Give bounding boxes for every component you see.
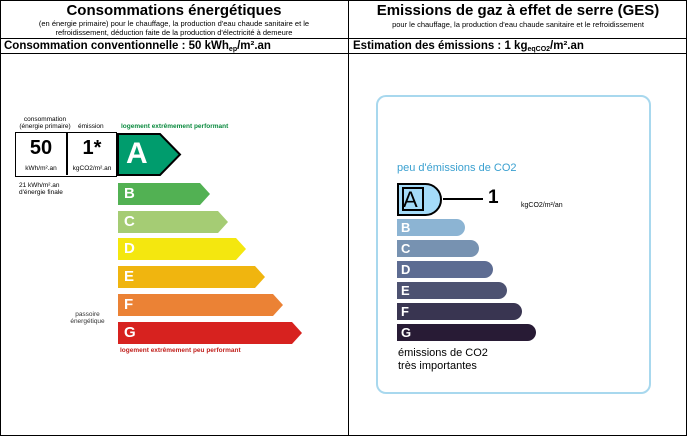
energy-subtitle-line-2: refroidissement, déduction faite de la p… <box>55 28 293 37</box>
energy-class-g-bar: G <box>118 322 302 344</box>
energy-class-b-bar: B <box>118 183 210 205</box>
energy-class-f-shape <box>118 294 283 316</box>
energy-summary-suffix: /m².an <box>237 40 271 52</box>
ges-class-c-bar: C <box>397 240 479 257</box>
energy-class-f-letter: F <box>124 296 134 313</box>
ges-summary-sub: eqCO2 <box>527 46 551 53</box>
divider-header <box>0 38 687 39</box>
energy-class-d-bar: D <box>118 238 246 260</box>
ges-title: Emissions de gaz à effet de serre (GES) <box>376 2 660 19</box>
final-energy-note: 21 kWh/m².an d'énergie finale <box>19 182 63 196</box>
col-consumption-line-2: (énergie primaire) <box>19 123 71 130</box>
energy-class-c-shape <box>118 211 228 233</box>
energy-summary-sub: ep <box>228 46 238 53</box>
col-consumption-label: consommation (énergie primaire) <box>15 116 75 130</box>
final-energy-line-1: 21 kWh/m².an <box>19 182 60 189</box>
ges-class-b-bar: B <box>397 219 465 236</box>
energy-subtitle-line-1: (en énergie primaire) pour le chauffage,… <box>38 19 310 28</box>
ges-value: 1 <box>488 187 499 208</box>
energy-class-d-letter: D <box>124 240 135 257</box>
ges-class-g-letter: G <box>401 325 412 340</box>
ges-subtitle: pour le chauffage, la production d'eau c… <box>392 20 644 29</box>
divider-summary <box>0 53 687 54</box>
sieve-label: passoire énergétique <box>60 311 115 325</box>
ges-class-d-bar: D <box>397 261 493 278</box>
energy-class-e-letter: E <box>124 268 135 285</box>
ges-class-c-letter: C <box>401 241 411 256</box>
ges-bottom-label: émissions de CO2 très importantes <box>398 347 488 373</box>
ges-class-f-bar: F <box>397 303 522 320</box>
energy-class-c-bar: C <box>118 211 228 233</box>
energy-class-d-shape <box>118 238 246 260</box>
consumption-value: 50 <box>29 137 53 159</box>
final-energy-line-2: d'énergie finale <box>19 189 63 196</box>
col-emission-label: émission <box>78 123 104 130</box>
energy-class-a-shape <box>117 133 182 176</box>
energy-class-c-letter: C <box>124 213 135 230</box>
ges-summary: Estimation des émissions : 1 kgeqCO2/m².… <box>349 39 687 53</box>
consumption-unit: kWh/m².an <box>25 165 57 172</box>
col-consumption-line-1: consommation <box>23 116 67 123</box>
sieve-line-1: passoire <box>75 311 100 318</box>
ges-header: Emissions de gaz à effet de serre (GES) … <box>349 2 687 29</box>
energy-value-box <box>15 132 117 177</box>
ges-class-f-letter: F <box>401 304 409 319</box>
ges-class-a-frame <box>402 187 424 211</box>
ges-pointer-line <box>443 198 483 200</box>
ges-class-d-letter: D <box>401 262 411 277</box>
energy-header: Consommations énergétiques (en énergie p… <box>0 2 348 37</box>
ges-class-e-bar: E <box>397 282 507 299</box>
energy-value-divider <box>66 133 68 175</box>
energy-class-a-letter: A <box>126 137 148 170</box>
ges-class-b-letter: B <box>401 220 411 235</box>
ges-class-g-bar: G <box>397 324 536 341</box>
emission-unit: kgCO2/m².an <box>72 165 112 172</box>
energy-class-a-arrow: A <box>116 132 182 177</box>
divider-vertical <box>348 0 349 436</box>
ges-bottom-line-1: émissions de CO2 <box>398 347 488 359</box>
energy-class-g-letter: G <box>124 324 136 341</box>
energy-top-label: logement extrêmement performant <box>121 123 229 130</box>
ges-unit: kgCO2/m²/an <box>521 202 563 209</box>
energy-class-e-bar: E <box>118 266 265 288</box>
ges-panel <box>376 95 651 394</box>
ges-summary-suffix: /m².an <box>550 40 584 52</box>
ges-class-a-letter: A <box>403 187 418 212</box>
energy-class-f-bar: F <box>118 294 283 316</box>
ges-top-label: peu d'émissions de CO2 <box>397 162 517 174</box>
ges-bottom-line-2: très importantes <box>398 360 477 372</box>
ges-class-a-bar: A <box>397 183 442 216</box>
emission-value: 1* <box>82 137 102 159</box>
energy-summary: Consommation conventionnelle : 50 kWhep/… <box>0 39 348 53</box>
energy-class-g-shape <box>118 322 302 344</box>
ges-class-e-letter: E <box>401 283 410 298</box>
energy-class-b-shape <box>118 183 210 205</box>
sieve-line-2: énergétique <box>70 318 105 325</box>
energy-summary-prefix: Consommation conventionnelle : 50 kWh <box>4 40 229 52</box>
energy-bottom-label: logement extrêmement peu performant <box>120 347 241 354</box>
energy-title: Consommations énergétiques <box>66 2 282 19</box>
energy-class-b-letter: B <box>124 185 135 202</box>
ges-summary-prefix: Estimation des émissions : 1 kg <box>353 40 528 52</box>
energy-class-e-shape <box>118 266 265 288</box>
